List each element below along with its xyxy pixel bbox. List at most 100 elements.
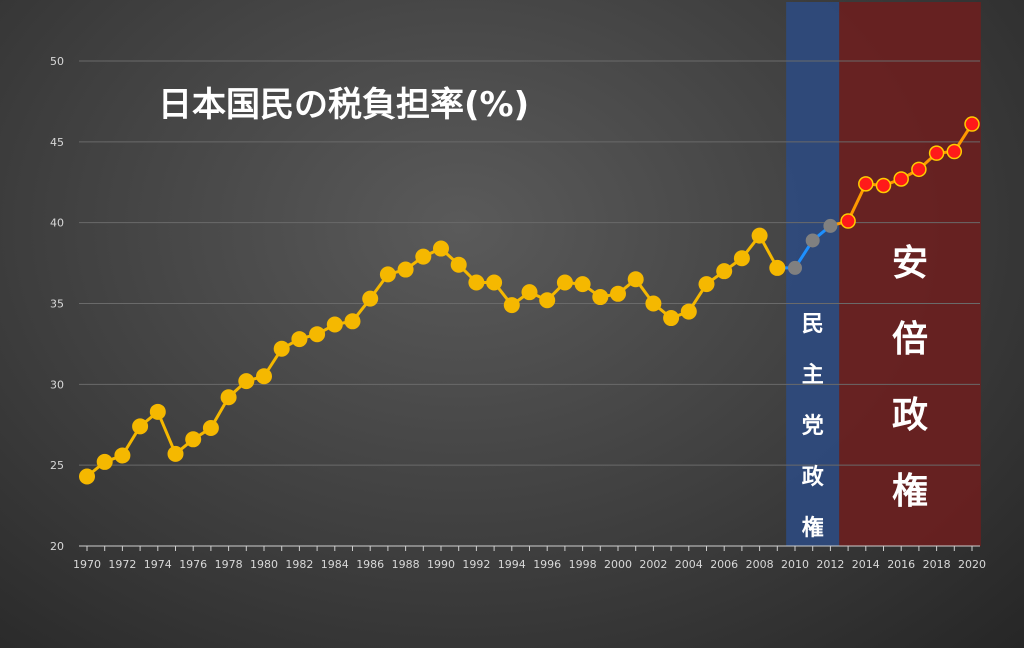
series-0-point (539, 292, 556, 309)
series-0-point (238, 373, 255, 390)
series-1-point (805, 233, 820, 248)
band-1-label-char: 倍 (892, 319, 928, 360)
band-1-label-char: 権 (892, 471, 928, 512)
band-0-label-char: 政 (802, 464, 825, 490)
x-tick-label: 1970 (73, 558, 101, 571)
series-0-point (149, 403, 166, 420)
series-0-point (132, 418, 149, 435)
x-tick-label: 2016 (887, 558, 915, 571)
x-tick-label: 1996 (533, 558, 561, 571)
series-0-point (362, 290, 379, 307)
x-tick-label: 2006 (710, 558, 738, 571)
y-tick-label: 35 (50, 298, 64, 311)
y-tick-label: 40 (50, 217, 64, 230)
series-0-point (344, 313, 361, 330)
series-0-point (468, 274, 485, 291)
series-0-point (273, 340, 290, 357)
series-0-line (86, 234, 779, 478)
x-tick-label: 1992 (462, 558, 490, 571)
series-0-point (716, 263, 733, 280)
series-0-point (415, 248, 432, 265)
series-0-point (326, 316, 343, 333)
band-0-label-char: 民 (802, 312, 824, 337)
y-tick-label: 25 (50, 459, 64, 472)
series-0-point (220, 389, 237, 406)
series-2-point (840, 213, 856, 229)
x-tick-label: 1980 (250, 558, 278, 571)
y-axis: 20 25 30 35 40 45 50 (50, 55, 64, 553)
period-band-1 (839, 2, 981, 546)
series-0-point (185, 431, 202, 448)
x-tick-label: 1986 (356, 558, 384, 571)
series-0-point (503, 297, 520, 314)
x-axis: 1970 1972 1974 1976 1978 1980 1982 1984 1986 1988… (73, 545, 986, 571)
band-0-label-char: 権 (802, 515, 824, 541)
y-tick-label: 50 (50, 55, 64, 68)
series-0-point (79, 468, 95, 485)
x-tick-label: 1974 (144, 558, 172, 571)
x-tick-label: 2008 (746, 558, 774, 571)
x-tick-label: 2002 (639, 558, 667, 571)
x-tick-label: 2020 (958, 558, 986, 571)
series-1-line (777, 224, 832, 270)
series-0-point (698, 276, 715, 293)
x-tick-label: 2000 (604, 558, 632, 571)
x-tick-label: 2010 (781, 558, 809, 571)
series-0-point (751, 227, 768, 244)
series-0-point (663, 310, 680, 327)
series-2-point (893, 171, 909, 187)
series-0-point (610, 285, 626, 302)
x-tick-label: 2018 (923, 558, 951, 571)
chart-title: 日本国民の税負担率(%) (158, 85, 529, 125)
series-0-point (167, 445, 184, 462)
x-tick-label: 1978 (215, 558, 243, 571)
series-0-point (521, 284, 538, 301)
series-0-point (450, 256, 467, 273)
x-tick-label: 1972 (108, 558, 136, 571)
political-period-bands (786, 2, 981, 546)
series-0-point (202, 419, 219, 436)
x-tick-label: 2012 (816, 558, 844, 571)
series-2-point (911, 161, 927, 178)
x-tick-label: 2004 (675, 558, 703, 571)
series-0-point (680, 303, 697, 320)
series-0-point (574, 276, 591, 293)
x-tick-label: 1988 (392, 558, 420, 571)
series-2-point (858, 176, 874, 192)
series-0-point (96, 453, 113, 470)
series-1-point (823, 218, 838, 233)
series-0-point (379, 266, 396, 283)
series-0-point (627, 271, 644, 288)
y-tick-label: 30 (50, 378, 64, 391)
series-0-point (592, 289, 609, 306)
x-tick-label: 1982 (285, 558, 313, 571)
x-tick-label: 1976 (179, 558, 207, 571)
series-0-point (114, 447, 131, 464)
series-1-point (788, 260, 802, 275)
x-tick-label: 1994 (498, 558, 526, 571)
series-0-point (291, 331, 308, 348)
x-tick-label: 1984 (321, 558, 349, 571)
x-tick-label: 2014 (852, 558, 880, 571)
series-2-point (946, 143, 963, 160)
series-0-point (397, 261, 414, 278)
series-0-point (433, 240, 449, 257)
x-tick-label: 1998 (569, 558, 597, 571)
series-2-point (928, 145, 945, 161)
y-tick-label: 20 (50, 540, 64, 553)
band-1-label-char: 安 (892, 243, 928, 284)
band-0-label-char: 主 (802, 363, 824, 388)
band-1-label-char: 政 (892, 395, 928, 436)
y-tick-label: 45 (50, 136, 64, 149)
series-0-point (645, 295, 662, 312)
band-0-label-char: 党 (802, 414, 824, 439)
series-0-point (256, 368, 272, 385)
series-0-point (309, 326, 326, 343)
x-tick-label: 1990 (427, 558, 455, 571)
series-0-point (486, 274, 503, 291)
series-2-point (875, 177, 892, 194)
series-0-point (769, 259, 786, 276)
series-2-point (964, 116, 980, 132)
